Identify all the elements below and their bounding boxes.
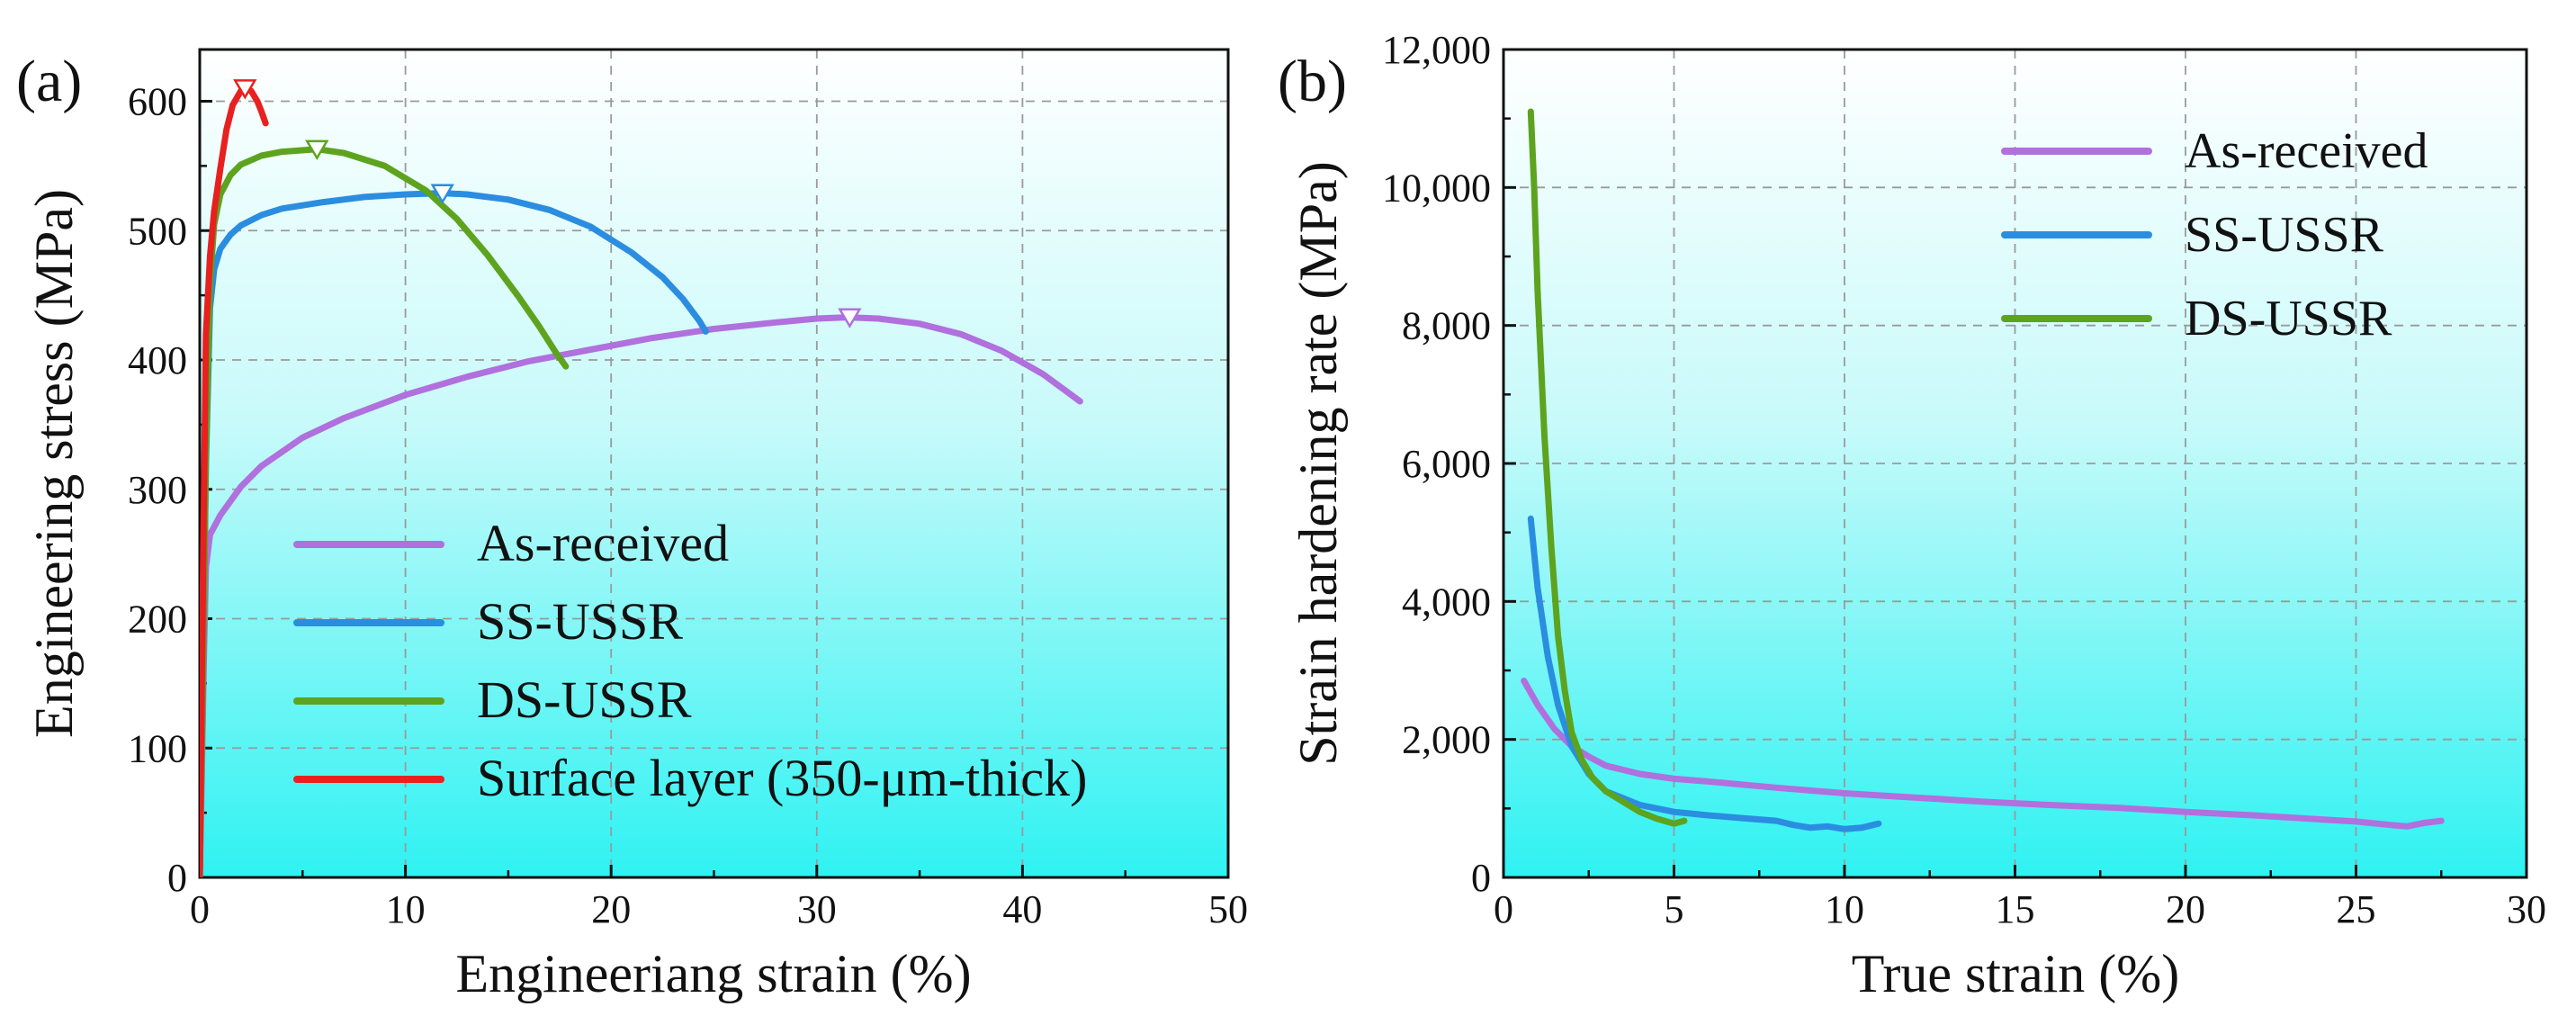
x-tick-label: 30 bbox=[2507, 887, 2546, 931]
y-tick-label: 4,000 bbox=[1402, 580, 1491, 624]
panel-label-b: (b) bbox=[1278, 49, 1347, 114]
x-tick-label: 25 bbox=[2337, 887, 2376, 931]
legend-label-as-received: As-received bbox=[2185, 123, 2428, 179]
uts-markers-a bbox=[233, 79, 862, 328]
y-tick-label: 400 bbox=[128, 338, 187, 382]
y-tick-label: 2,000 bbox=[1402, 718, 1491, 762]
y-axis-label-a: Engineering stress (MPa) bbox=[24, 189, 84, 738]
series-lines-a bbox=[200, 85, 1083, 877]
legend-label-surface-layer-350-m-thick: Surface layer (350-μm-thick) bbox=[477, 749, 1087, 807]
x-tick-label: 10 bbox=[386, 887, 426, 931]
ticks-b: 0 5 10 15 20 25 30 0 2,000 4,000 6,000 8,000 10,000 1… bbox=[1382, 28, 2546, 931]
x-tick-label: 40 bbox=[1002, 887, 1042, 931]
y-tick-label: 10,000 bbox=[1382, 166, 1491, 210]
x-axis-label-a: Engineeriang strain (%) bbox=[455, 944, 971, 1003]
x-tick-label: 15 bbox=[1996, 887, 2035, 931]
series-lines-b bbox=[1521, 108, 2445, 832]
panel-label-a: (a) bbox=[16, 49, 82, 114]
x-tick-label: 20 bbox=[2166, 887, 2205, 931]
gridlines-a bbox=[200, 49, 1228, 877]
series-line-as-received bbox=[1521, 678, 2445, 830]
y-tick-label: 8,000 bbox=[1402, 304, 1491, 348]
y-tick-label: 12,000 bbox=[1382, 28, 1491, 72]
x-tick-label: 10 bbox=[1825, 887, 1864, 931]
x-tick-label: 5 bbox=[1665, 887, 1684, 931]
series-line-as-received bbox=[200, 314, 1083, 877]
legend-label-ss-ussr: SS-USSR bbox=[2185, 207, 2384, 263]
y-axis-label-b: Strain hardening rate (MPa) bbox=[1288, 161, 1348, 765]
uts-marker-surface-layer-350-m-thick bbox=[233, 79, 257, 100]
series-line-surface-layer-350-m-thick bbox=[200, 85, 269, 877]
uts-marker-as-received bbox=[838, 308, 862, 328]
y-tick-label: 0 bbox=[167, 856, 187, 900]
legend-label-ds-ussr: DS-USSR bbox=[477, 670, 692, 729]
x-tick-label: 0 bbox=[1494, 887, 1513, 931]
x-tick-label: 50 bbox=[1208, 887, 1248, 931]
y-tick-label: 200 bbox=[128, 598, 187, 642]
panel-b: 0 5 10 15 20 25 30 0 2,000 4,000 6,000 8,000 10,000 1… bbox=[1278, 28, 2546, 1003]
x-tick-label: 20 bbox=[591, 887, 631, 931]
y-tick-label: 300 bbox=[128, 468, 187, 512]
y-tick-label: 0 bbox=[1471, 856, 1491, 900]
uts-marker-ds-ussr bbox=[305, 139, 329, 161]
series-line-ss-ussr bbox=[1527, 515, 1882, 832]
legend-a: As-received SS-USSR DS-USSR Surface layer (… bbox=[293, 514, 1087, 807]
uts-marker-ss-ussr bbox=[430, 184, 454, 204]
legend-label-ss-ussr: SS-USSR bbox=[477, 592, 683, 651]
x-tick-label: 0 bbox=[190, 887, 210, 931]
plot-area-a bbox=[200, 49, 1228, 877]
series-line-ds-ussr bbox=[1527, 108, 1688, 827]
x-axis-label-b: True strain (%) bbox=[1852, 944, 2179, 1003]
y-tick-label: 6,000 bbox=[1402, 442, 1491, 486]
y-tick-label: 100 bbox=[128, 726, 187, 770]
legend-label-as-received: As-received bbox=[477, 514, 729, 572]
y-tick-label: 600 bbox=[128, 80, 187, 124]
legend-b: As-received SS-USSR DS-USSR bbox=[2001, 123, 2428, 346]
x-tick-label: 30 bbox=[797, 887, 837, 931]
y-tick-label: 500 bbox=[128, 209, 187, 253]
legend-label-ds-ussr: DS-USSR bbox=[2185, 291, 2392, 346]
